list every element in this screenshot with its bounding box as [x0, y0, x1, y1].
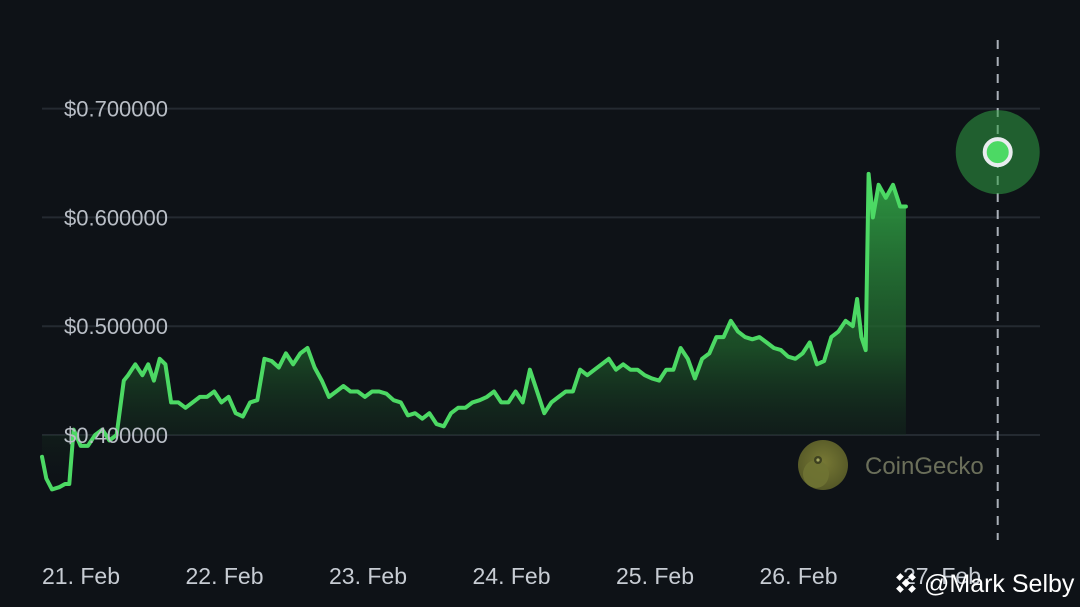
x-tick-label: 25. Feb — [616, 563, 694, 589]
area-fill — [42, 173, 906, 490]
price-line — [40, 171, 908, 492]
x-tick-label: 23. Feb — [329, 563, 407, 589]
x-tick-label: 27. Feb — [903, 563, 981, 589]
x-tick-label: 26. Feb — [760, 563, 838, 589]
coingecko-watermark: CoinGecko — [798, 440, 984, 490]
y-axis-labels: $0.400000 $0.500000 $0.600000 $0.700000 — [64, 97, 168, 448]
highlight-point[interactable] — [982, 137, 1013, 168]
crosshair — [955, 40, 1040, 540]
y-tick-label: $0.400000 — [64, 423, 168, 448]
series-line — [40, 171, 908, 492]
x-axis-labels: 21. Feb 22. Feb 23. Feb 24. Feb 25. Feb 26. F… — [42, 563, 981, 589]
x-tick-label: 22. Feb — [186, 563, 264, 589]
watermark-text: CoinGecko — [865, 453, 984, 480]
y-tick-label: $0.600000 — [64, 205, 168, 230]
gecko-logo-icon — [798, 440, 848, 490]
y-tick-label: $0.700000 — [64, 97, 168, 122]
credit-text: @Mark Selby — [924, 570, 1075, 598]
y-tick-label: $0.500000 — [64, 314, 168, 339]
area-shape — [42, 173, 906, 490]
x-tick-label: 24. Feb — [473, 563, 551, 589]
x-tick-label: 21. Feb — [42, 563, 120, 589]
